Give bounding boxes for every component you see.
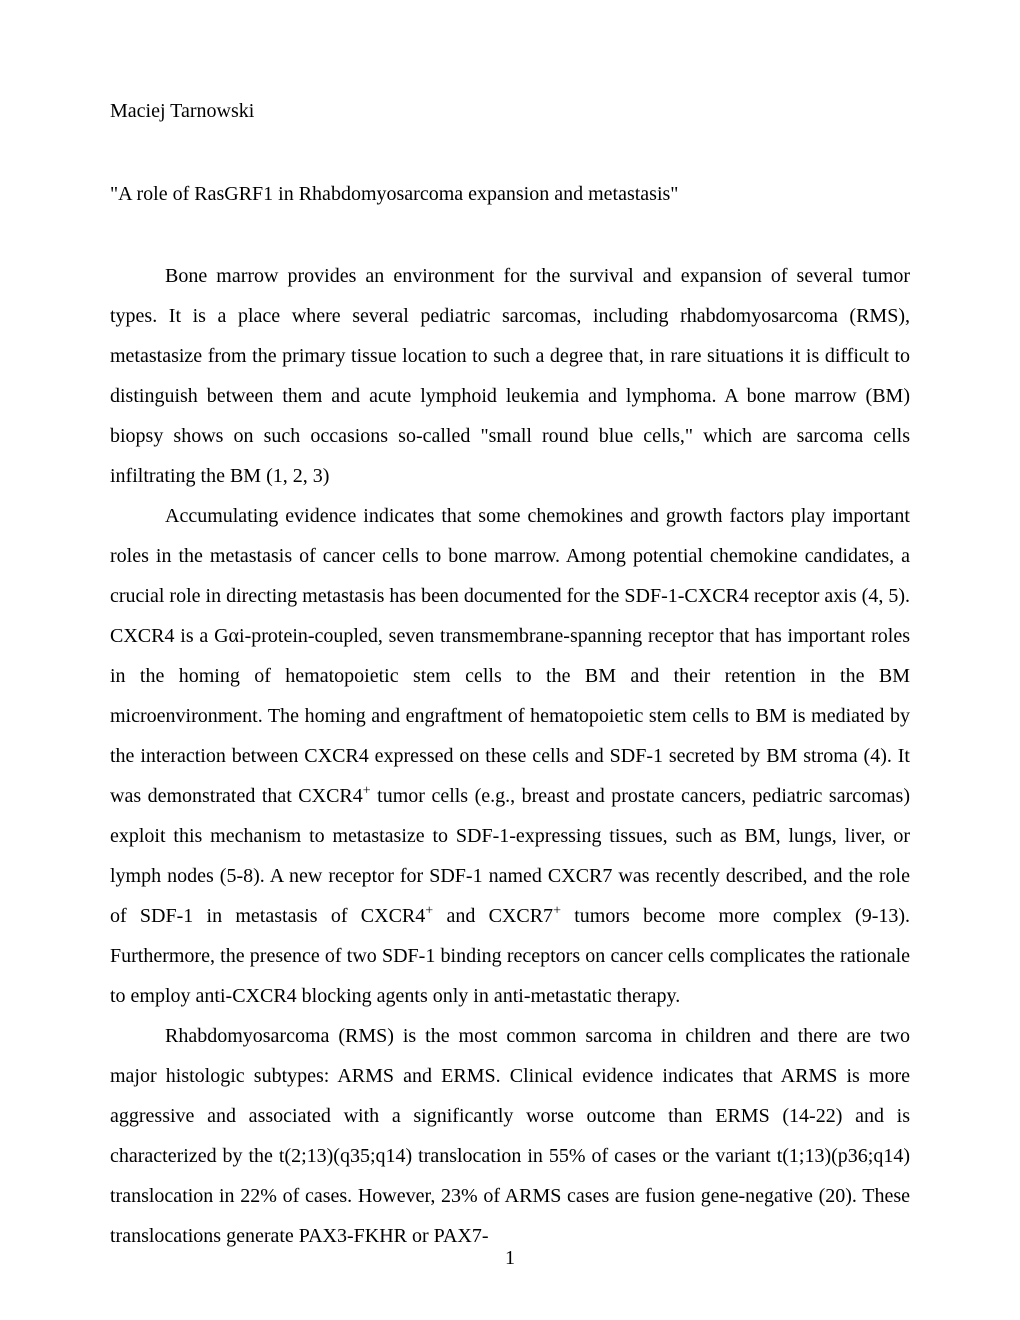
paragraph-1: Bone marrow provides an environment for … xyxy=(110,256,910,496)
superscript-1: + xyxy=(363,783,371,798)
paragraph-2-part1: Accumulating evidence indicates that som… xyxy=(110,505,910,807)
author-name: Maciej Tarnowski xyxy=(110,100,910,123)
document-title: "A role of RasGRF1 in Rhabdomyosarcoma e… xyxy=(110,183,910,206)
superscript-3: + xyxy=(553,903,561,918)
paragraph-2-part3: and CXCR7 xyxy=(433,905,553,927)
superscript-2: + xyxy=(425,903,433,918)
paragraph-3: Rhabdomyosarcoma (RMS) is the most commo… xyxy=(110,1016,910,1256)
paragraph-2: Accumulating evidence indicates that som… xyxy=(110,496,910,1016)
page-number: 1 xyxy=(505,1247,515,1270)
